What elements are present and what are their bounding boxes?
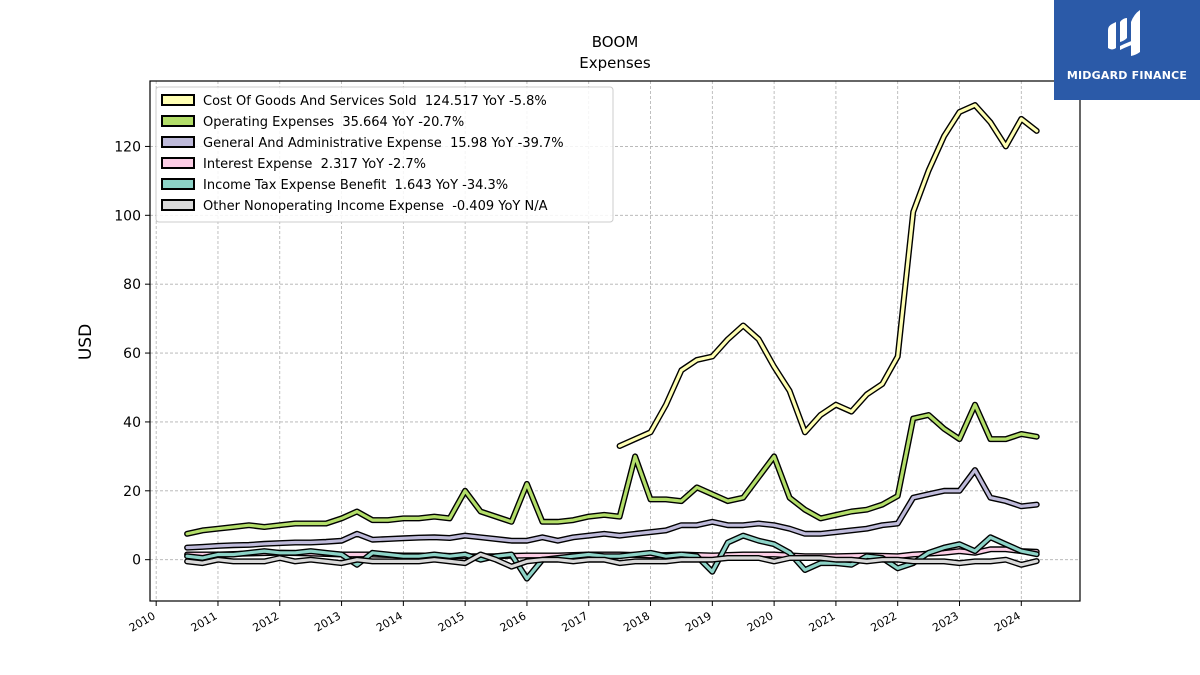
series-line-outline [616,102,1040,449]
x-tick-label: 2022 [868,609,899,634]
y-tick-label: 60 [123,346,141,362]
legend: Cost Of Goods And Services Sold 124.517 … [155,86,614,223]
x-tick-label: 2010 [127,609,158,634]
legend-swatch [161,115,195,127]
x-tick-label: 2017 [559,609,590,634]
x-tick-label: 2024 [992,609,1023,634]
y-tick-label: 40 [123,415,141,431]
y-tick-label: 100 [114,208,141,224]
legend-label: Cost Of Goods And Services Sold 124.517 … [203,94,547,109]
legend-label: General And Administrative Expense 15.98… [203,136,564,151]
legend-label: Other Nonoperating Income Expense -0.409… [203,199,548,214]
series-line [185,552,1039,569]
x-tick-label: 2012 [251,609,282,634]
x-tick-label: 2013 [312,609,343,634]
series-line [618,103,1039,448]
y-tick-label: 0 [132,553,141,569]
chart-title: BOOM [592,33,639,51]
brand-name: MIDGARD FINANCE [1066,69,1188,82]
legend-box [155,86,614,223]
x-tick-label: 2019 [683,609,714,634]
x-tick-label: 2020 [745,609,776,634]
x-tick-label: 2014 [374,609,405,634]
y-axis-label: USD [76,324,96,360]
legend-swatch [161,178,195,190]
chart-subtitle: Expenses [579,54,651,72]
series-line [185,534,1039,581]
midgard-logo-icon [1108,10,1140,56]
brand-logo: MIDGARD FINANCE [1054,0,1200,100]
series-lines [184,102,1040,582]
plot-frame [149,80,1081,602]
x-tick-label: 2018 [621,609,652,634]
series-line [185,468,1039,550]
series-0 [616,102,1040,449]
y-tick-label: 80 [123,277,141,293]
legend-swatch [161,157,195,169]
legend-swatch [161,199,195,211]
x-tick-label: 2011 [189,609,220,634]
legend-label: Income Tax Expense Benefit 1.643 YoY -34… [203,178,508,193]
legend-label: Interest Expense 2.317 YoY -2.7% [203,157,426,172]
legend-swatch [161,94,195,106]
y-tick-label: 20 [123,484,141,500]
x-tick-label: 2016 [498,609,529,634]
x-tick-label: 2023 [930,609,961,634]
series-5 [184,551,1040,570]
series-line [185,403,1039,536]
series-4 [184,532,1040,582]
series-2 [184,467,1040,551]
x-tick-label: 2021 [807,609,838,634]
x-tick-label: 2015 [436,609,467,634]
legend-swatch [161,136,195,148]
legend-label: Operating Expenses 35.664 YoY -20.7% [203,115,464,130]
y-tick-label: 120 [114,139,141,155]
series-1 [184,401,1040,537]
